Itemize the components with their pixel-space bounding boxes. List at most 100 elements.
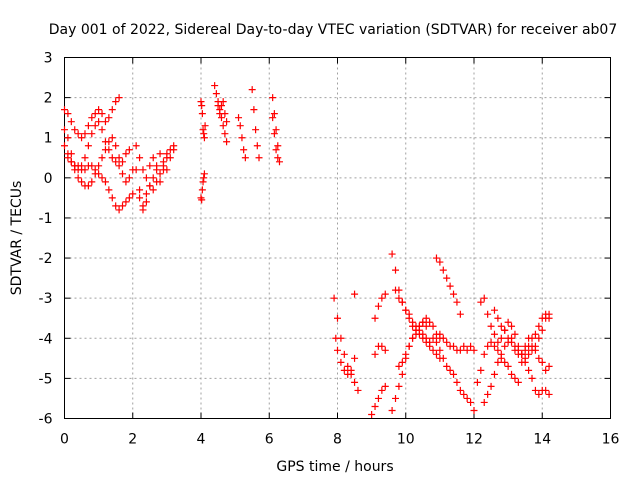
data-point	[371, 350, 379, 358]
data-point	[132, 166, 140, 174]
data-point	[142, 198, 150, 206]
data-point	[484, 310, 492, 318]
data-point	[119, 158, 127, 166]
data-point	[153, 178, 161, 186]
data-point	[368, 410, 376, 418]
data-point	[531, 386, 539, 394]
data-point	[450, 370, 458, 378]
data-point	[125, 146, 133, 154]
data-point	[426, 318, 434, 326]
data-point	[67, 158, 75, 166]
series-arc-9	[197, 170, 208, 204]
data-point	[487, 382, 495, 390]
data-point	[494, 346, 502, 354]
data-point	[74, 162, 82, 170]
data-point	[371, 402, 379, 410]
data-point	[409, 318, 417, 326]
y-tick-label: -1	[39, 211, 53, 227]
data-point	[272, 126, 280, 134]
data-point	[518, 358, 526, 366]
data-point	[198, 186, 206, 194]
data-point	[490, 306, 498, 314]
data-point	[531, 330, 539, 338]
data-point	[269, 94, 277, 102]
data-point	[330, 294, 338, 302]
data-point	[199, 126, 207, 134]
y-tick-label: 2	[44, 91, 53, 107]
x-axis-label: GPS time / hours	[276, 459, 393, 475]
data-point	[108, 134, 116, 142]
data-point	[409, 334, 417, 342]
series-arc-12	[235, 114, 249, 162]
data-point	[508, 338, 516, 346]
data-point	[443, 362, 451, 370]
data-point	[74, 130, 82, 138]
data-point	[149, 174, 157, 182]
data-point	[392, 286, 400, 294]
data-point	[219, 98, 227, 106]
data-point	[378, 294, 386, 302]
series-arc-28	[473, 338, 522, 386]
data-point	[480, 294, 488, 302]
data-point	[217, 102, 225, 110]
x-tick-label: 6	[265, 432, 274, 448]
data-point	[125, 194, 133, 202]
data-point	[115, 162, 123, 170]
data-point	[95, 170, 103, 178]
data-point	[95, 118, 103, 126]
data-point	[501, 326, 509, 334]
data-point	[142, 190, 150, 198]
data-point	[61, 126, 68, 134]
series-arc-14	[269, 94, 283, 166]
series-arc-7	[136, 150, 171, 210]
data-point	[337, 358, 345, 366]
data-point	[198, 110, 206, 118]
data-point	[332, 334, 340, 342]
data-point	[98, 110, 106, 118]
data-point	[91, 166, 99, 174]
data-point	[351, 290, 359, 298]
data-point	[81, 130, 89, 138]
y-tick-label: -2	[39, 251, 53, 267]
data-point	[61, 106, 68, 114]
data-point	[108, 194, 116, 202]
data-point	[521, 342, 529, 350]
data-point	[64, 154, 72, 162]
data-point	[439, 334, 447, 342]
data-point	[535, 390, 543, 398]
data-point	[381, 382, 389, 390]
data-point	[470, 406, 478, 414]
data-point	[508, 370, 516, 378]
y-tick-label: -4	[39, 331, 53, 347]
series-arc-32	[518, 334, 553, 374]
data-point	[514, 378, 522, 386]
data-point	[129, 190, 137, 198]
data-point	[456, 386, 464, 394]
y-tick-label: -6	[39, 412, 53, 428]
data-point	[139, 202, 147, 210]
data-point	[88, 114, 96, 122]
data-point	[236, 122, 244, 130]
data-point	[142, 174, 150, 182]
data-point	[217, 114, 225, 122]
data-point	[344, 362, 352, 370]
data-point	[398, 358, 406, 366]
x-tick-label: 10	[397, 432, 415, 448]
data-point	[446, 282, 454, 290]
data-point	[422, 322, 430, 330]
data-point	[419, 318, 427, 326]
series-arc-19	[368, 382, 389, 418]
data-point	[98, 174, 106, 182]
data-point	[497, 334, 505, 342]
data-point	[429, 334, 437, 342]
data-point	[95, 162, 103, 170]
data-point	[392, 266, 400, 274]
data-point	[219, 122, 227, 130]
data-point	[88, 178, 96, 186]
data-point	[487, 338, 495, 346]
data-points	[61, 82, 553, 418]
data-point	[501, 342, 509, 350]
data-point	[395, 362, 403, 370]
data-point	[494, 338, 502, 346]
data-point	[253, 142, 261, 150]
